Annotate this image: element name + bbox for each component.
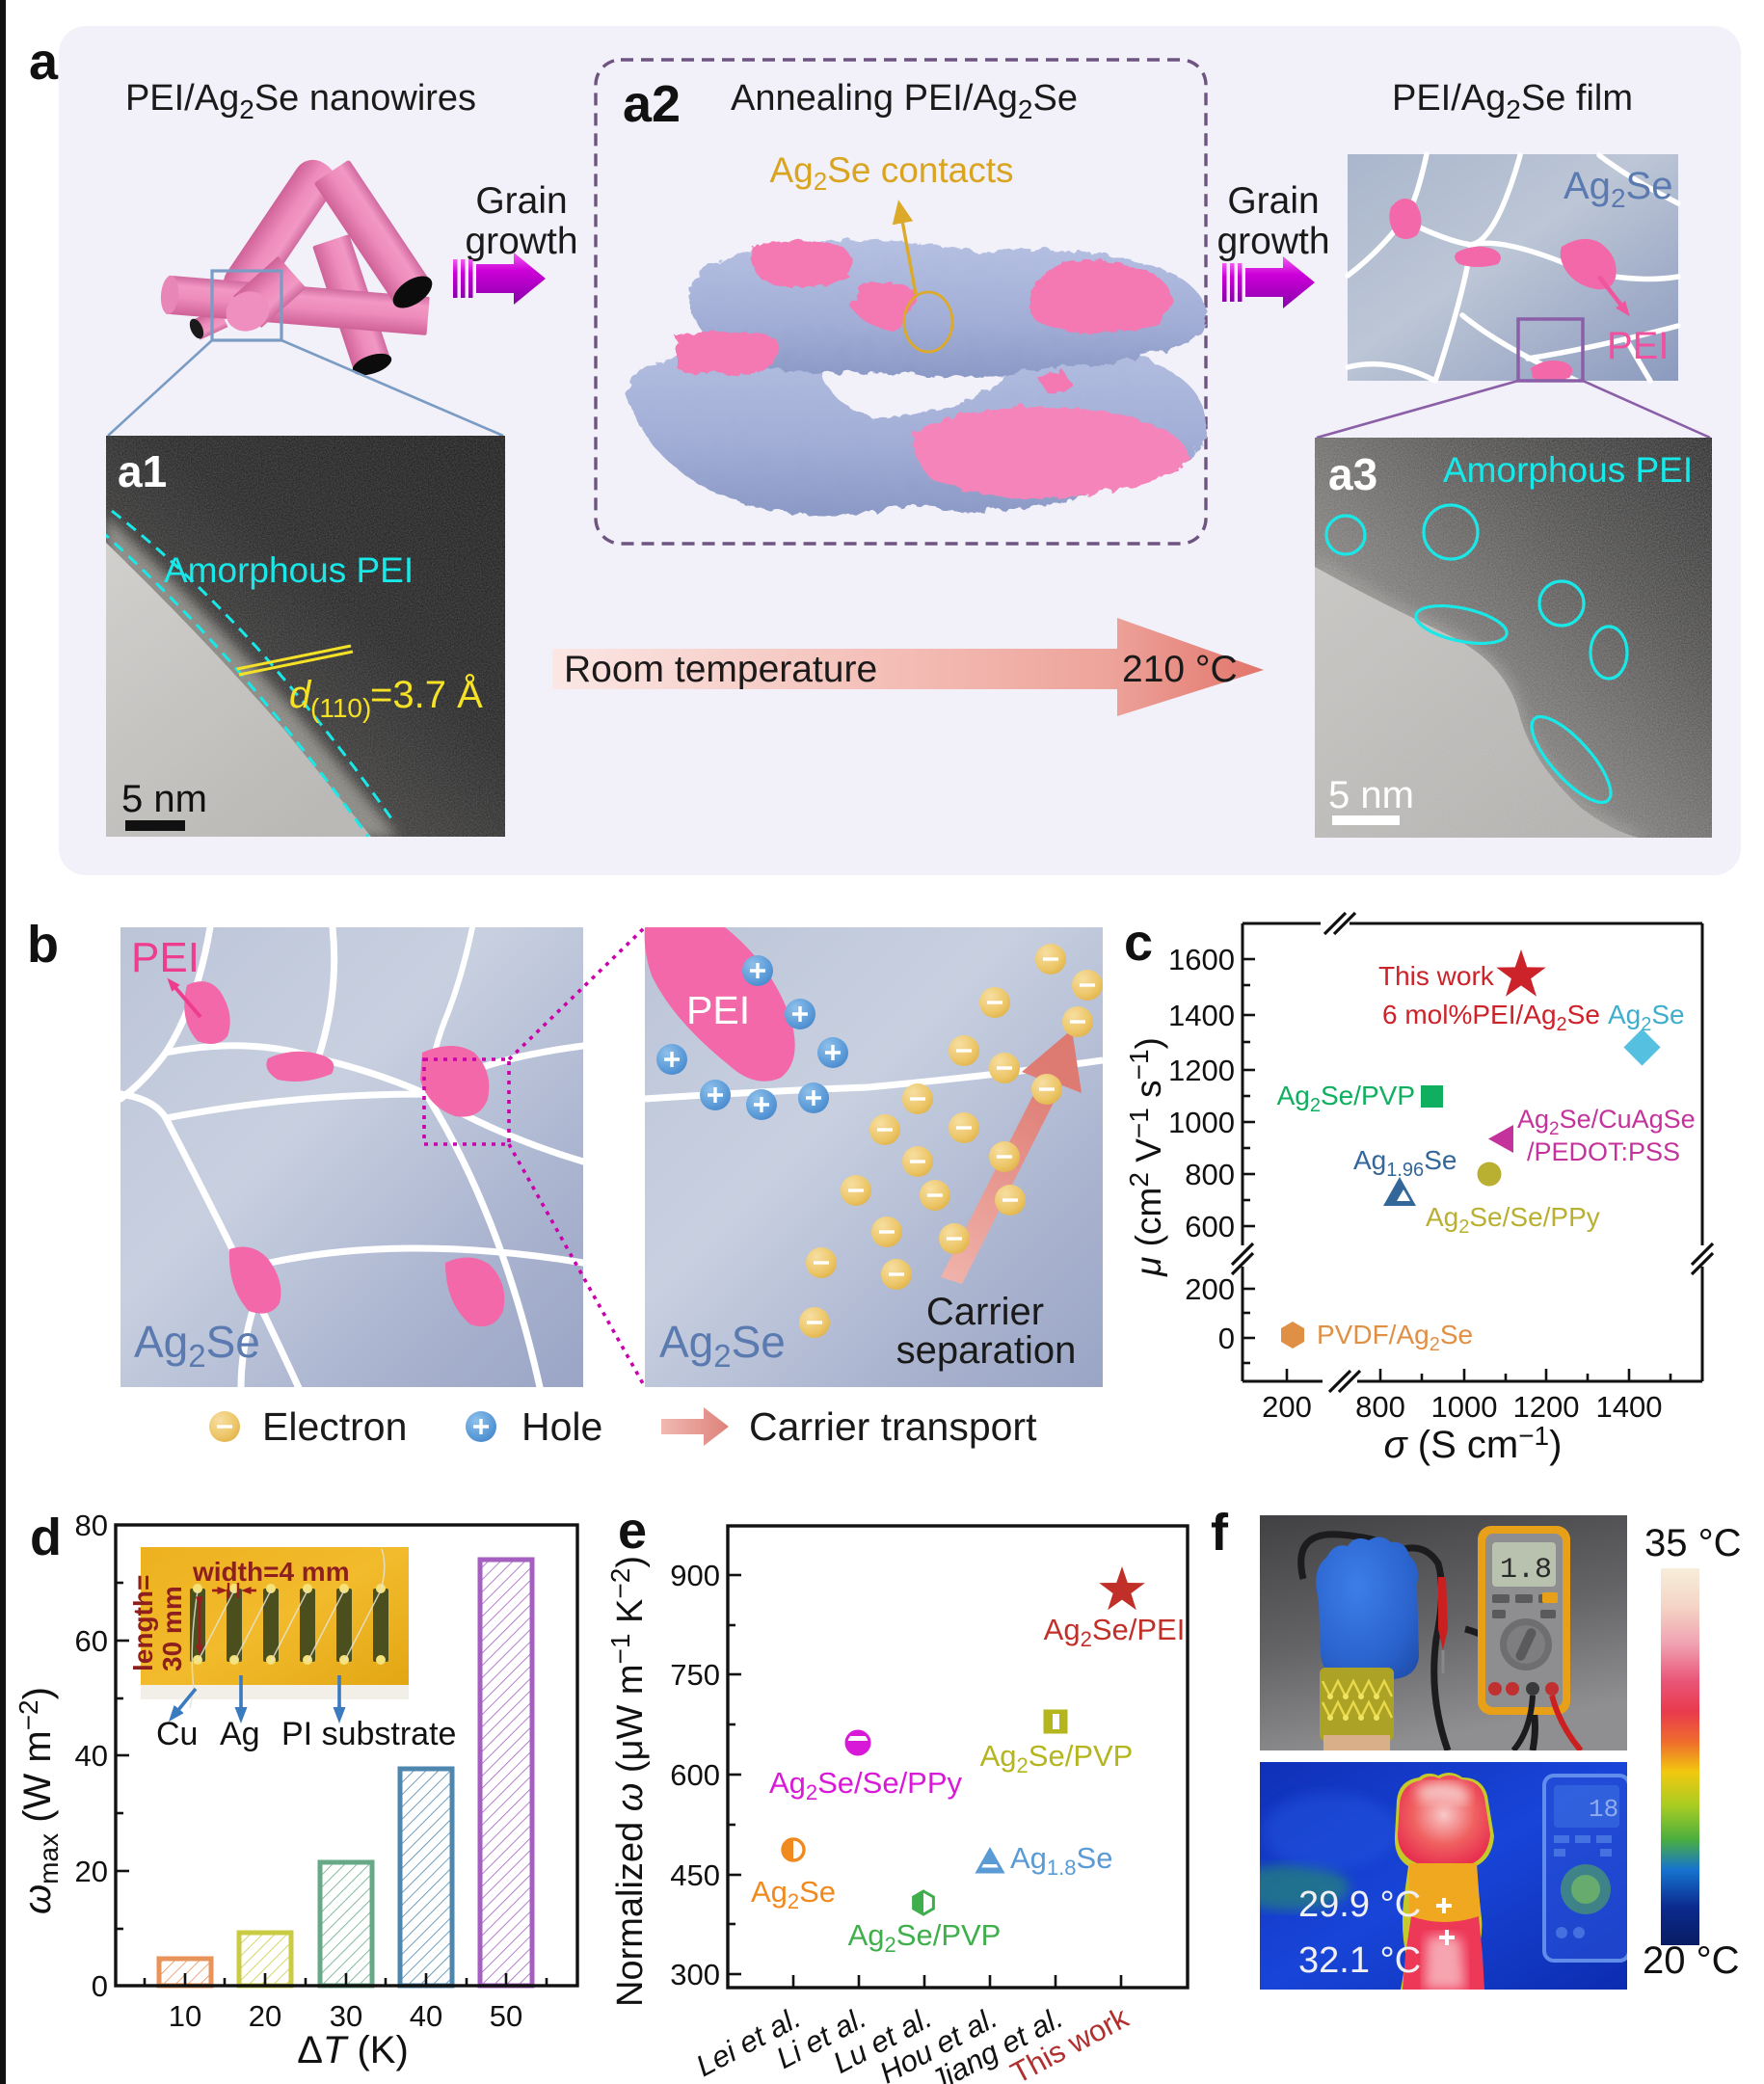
svg-text:Ag2Se/PVP: Ag2Se/PVP (848, 1918, 1002, 1957)
svg-text:0: 0 (1218, 1322, 1235, 1355)
svg-text:20 °C: 20 °C (1643, 1939, 1740, 1982)
svg-text:Amorphous PEI: Amorphous PEI (164, 550, 414, 590)
svg-text:Room temperature: Room temperature (564, 649, 877, 690)
svg-text:a3: a3 (1328, 449, 1377, 499)
svg-text:a1: a1 (118, 446, 167, 496)
svg-text:(110): (110) (310, 693, 371, 723)
svg-text:/PEDOT:PSS: /PEDOT:PSS (1527, 1137, 1680, 1166)
svg-text:PEI: PEI (1607, 325, 1669, 367)
svg-text:18: 18 (1589, 1795, 1618, 1824)
svg-text:600: 600 (1185, 1210, 1235, 1243)
svg-text:Ag1.96Se: Ag1.96Se (1353, 1145, 1457, 1181)
svg-text:PEI: PEI (686, 988, 750, 1032)
svg-text:ΔT (K): ΔT (K) (297, 2029, 409, 2071)
svg-text:PI substrate: PI substrate (281, 1716, 456, 1752)
svg-text:Ag2Se/PVP: Ag2Se/PVP (980, 1739, 1134, 1777)
svg-text:Ag2Se/Se/PPy: Ag2Se/Se/PPy (769, 1766, 963, 1804)
svg-text:35 °C: 35 °C (1644, 1522, 1742, 1564)
svg-text:length=: length= (128, 1575, 158, 1671)
svg-text:ωmax (W m−2): ωmax (W m−2) (13, 1687, 64, 1914)
svg-text:300: 300 (670, 1958, 720, 1991)
svg-text:1200: 1200 (1168, 1054, 1235, 1087)
svg-text:800: 800 (1355, 1390, 1405, 1424)
svg-text:Ag1.8Se: Ag1.8Se (1010, 1841, 1112, 1880)
svg-text:μ (cm2 V−1 s−1): μ (cm2 V−1 s−1) (1124, 1037, 1168, 1277)
svg-text:Electron: Electron (262, 1404, 407, 1449)
svg-text:210 °C: 210 °C (1122, 649, 1238, 690)
svg-text:PEI: PEI (131, 934, 200, 981)
svg-text:1200: 1200 (1513, 1390, 1580, 1424)
svg-text:Carrier transport: Carrier transport (749, 1404, 1037, 1449)
svg-text:PEI/Ag2Se film: PEI/Ag2Se film (1392, 78, 1633, 124)
svg-text:0: 0 (92, 1969, 108, 2003)
svg-text:σ (S cm−1): σ (S cm−1) (1384, 1421, 1563, 1466)
svg-text:growth: growth (1216, 221, 1329, 262)
svg-text:6 mol%PEI/Ag2Se: 6 mol%PEI/Ag2Se (1382, 1000, 1600, 1035)
svg-text:Ag2Se: Ag2Se (1608, 1000, 1685, 1035)
svg-text:900: 900 (670, 1559, 720, 1592)
svg-text:PVDF/Ag2Se: PVDF/Ag2Se (1317, 1320, 1473, 1355)
svg-text:d: d (289, 674, 312, 716)
svg-text:Ag: Ag (220, 1716, 260, 1752)
svg-text:growth: growth (465, 221, 577, 262)
svg-text:Ag2Se: Ag2Se (751, 1875, 836, 1913)
svg-text:Amorphous PEI: Amorphous PEI (1443, 450, 1693, 490)
svg-text:30 mm: 30 mm (157, 1586, 187, 1671)
svg-text:Annealing PEI/Ag2Se: Annealing PEI/Ag2Se (731, 78, 1078, 124)
svg-text:1000: 1000 (1168, 1106, 1235, 1139)
svg-text:Cu: Cu (156, 1716, 198, 1752)
svg-text:20: 20 (249, 1999, 281, 2033)
svg-text:Normalized ω (μW m−1 K−2): Normalized ω (μW m−1 K−2) (605, 1556, 651, 2007)
svg-text:750: 750 (670, 1658, 720, 1692)
svg-text:This work: This work (1378, 961, 1495, 991)
svg-text:PEI/Ag2Se nanowires: PEI/Ag2Se nanowires (125, 78, 476, 124)
svg-text:1000: 1000 (1431, 1390, 1498, 1424)
svg-text:Ag2Se/PVP: Ag2Se/PVP (1277, 1081, 1415, 1116)
svg-text:Grain: Grain (475, 180, 567, 222)
svg-text:Ag2Se/Se/PPy: Ag2Se/Se/PPy (1426, 1202, 1600, 1238)
svg-text:a2: a2 (623, 75, 681, 133)
svg-text:Ag2Se: Ag2Se (134, 1317, 260, 1374)
svg-text:80: 80 (75, 1509, 108, 1542)
svg-text:29.9 °C: 29.9 °C (1298, 1884, 1421, 1925)
svg-text:Carrier: Carrier (926, 1291, 1044, 1333)
svg-text:1600: 1600 (1168, 943, 1235, 976)
svg-text:600: 600 (670, 1758, 720, 1792)
svg-text:1.8: 1.8 (1500, 1554, 1552, 1587)
svg-text:800: 800 (1185, 1158, 1235, 1191)
svg-text:5 nm: 5 nm (1328, 774, 1414, 816)
svg-text:5 nm: 5 nm (121, 778, 207, 820)
svg-text:40: 40 (75, 1739, 108, 1773)
svg-text:Ag2Se/CuAgSe: Ag2Se/CuAgSe (1517, 1105, 1696, 1139)
svg-text:200: 200 (1185, 1272, 1235, 1306)
svg-text:Grain: Grain (1227, 180, 1319, 222)
svg-text:10: 10 (169, 1999, 201, 2033)
svg-text:Hole: Hole (521, 1404, 602, 1449)
svg-text:Ag2Se contacts: Ag2Se contacts (769, 150, 1013, 196)
svg-text:50: 50 (490, 1999, 522, 2033)
svg-text:40: 40 (410, 1999, 442, 2033)
svg-text:width=4 mm: width=4 mm (192, 1557, 350, 1587)
svg-text:=3.7 Å: =3.7 Å (370, 673, 483, 716)
svg-text:20: 20 (75, 1855, 108, 1888)
svg-text:60: 60 (75, 1624, 108, 1658)
svg-text:450: 450 (670, 1858, 720, 1892)
svg-text:separation: separation (896, 1329, 1077, 1372)
svg-text:1400: 1400 (1596, 1390, 1663, 1424)
svg-text:200: 200 (1262, 1390, 1312, 1424)
svg-text:30: 30 (330, 1999, 362, 2033)
svg-text:1400: 1400 (1168, 999, 1235, 1032)
svg-text:Ag2Se/PEI: Ag2Se/PEI (1044, 1613, 1186, 1651)
svg-text:32.1 °C: 32.1 °C (1298, 1940, 1421, 1981)
